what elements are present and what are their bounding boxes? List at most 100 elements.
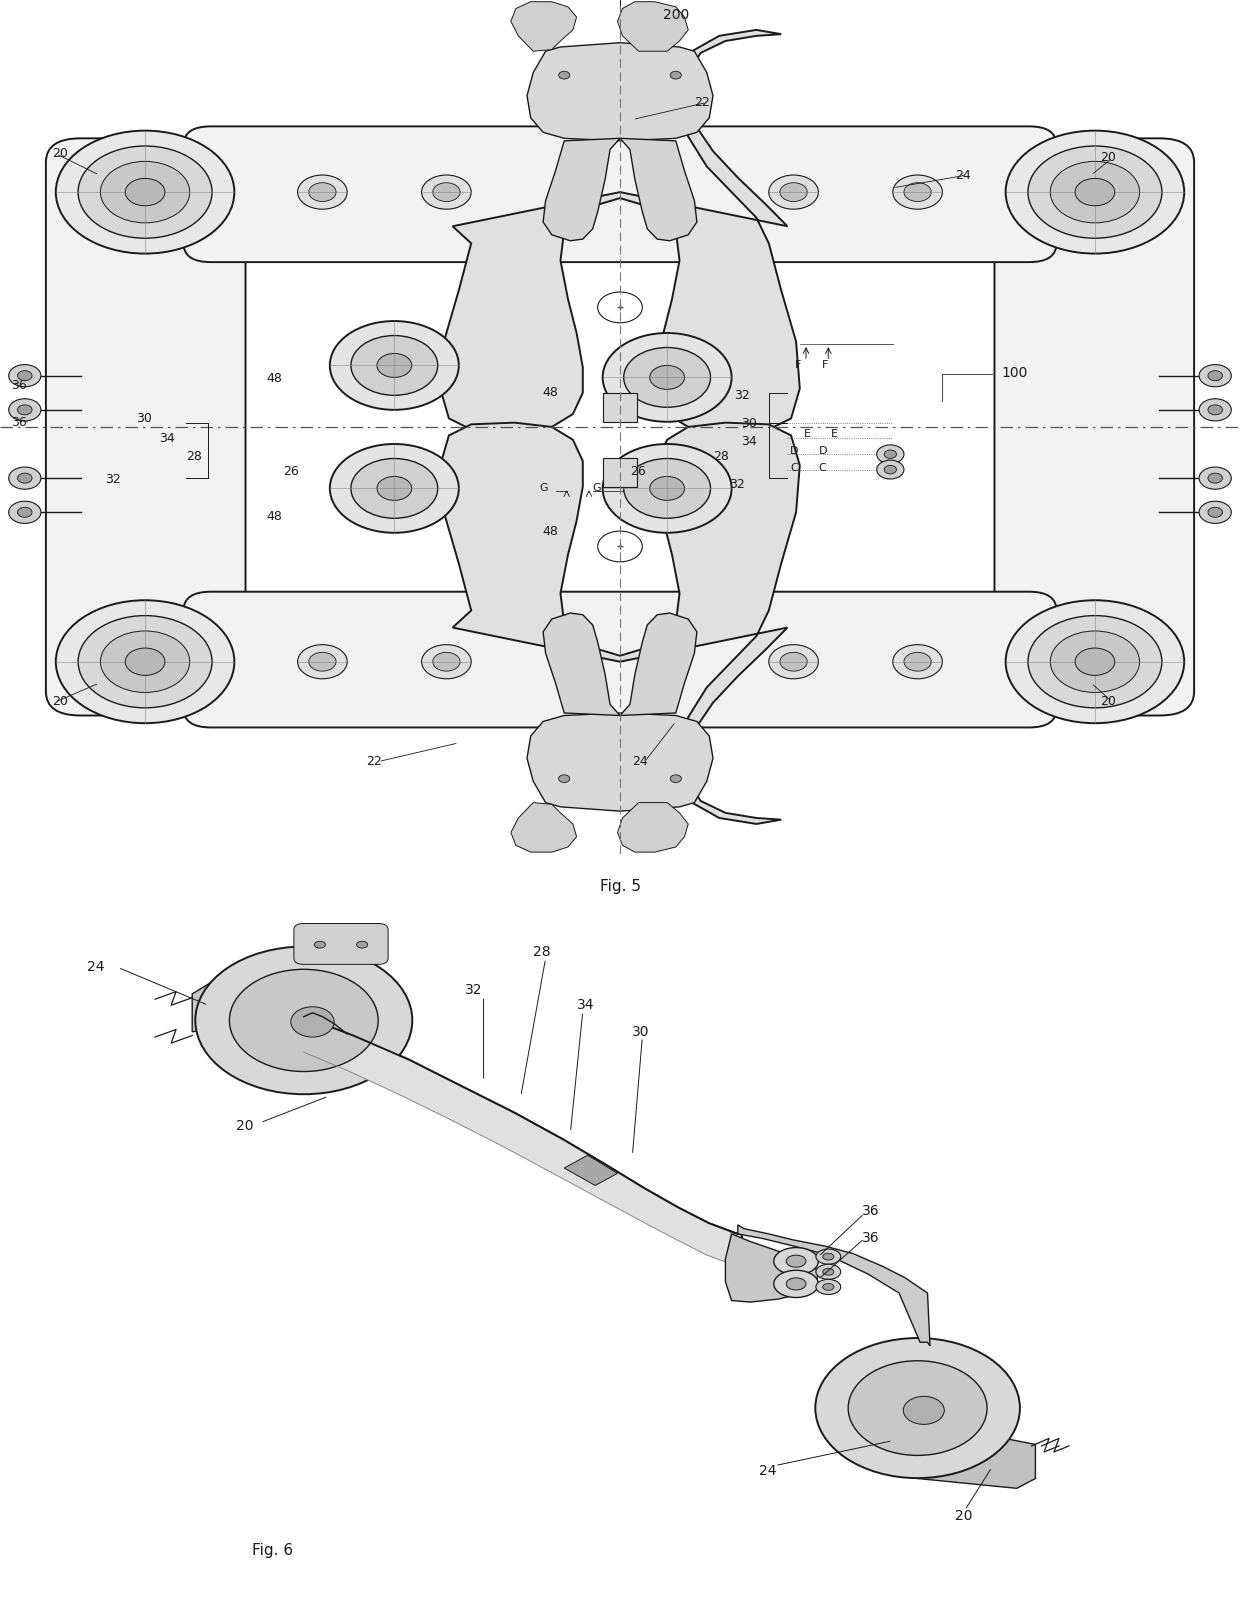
Text: 30: 30 bbox=[136, 412, 153, 425]
Circle shape bbox=[330, 445, 459, 533]
Circle shape bbox=[769, 644, 818, 678]
Circle shape bbox=[78, 147, 212, 238]
Circle shape bbox=[298, 176, 347, 209]
Circle shape bbox=[56, 130, 234, 253]
FancyBboxPatch shape bbox=[603, 393, 637, 422]
Circle shape bbox=[893, 644, 942, 678]
Circle shape bbox=[1075, 648, 1115, 675]
FancyBboxPatch shape bbox=[184, 126, 1056, 263]
Text: 28: 28 bbox=[713, 451, 729, 464]
Text: 32: 32 bbox=[734, 388, 750, 401]
Circle shape bbox=[17, 404, 32, 416]
Circle shape bbox=[780, 652, 807, 672]
Text: D: D bbox=[818, 446, 827, 456]
Text: 24: 24 bbox=[632, 756, 649, 768]
Ellipse shape bbox=[903, 1397, 945, 1424]
Circle shape bbox=[1028, 615, 1162, 707]
Text: E: E bbox=[804, 429, 811, 438]
Circle shape bbox=[9, 467, 41, 490]
Circle shape bbox=[350, 938, 374, 952]
Text: D: D bbox=[790, 446, 799, 456]
Text: 28: 28 bbox=[533, 946, 551, 959]
Circle shape bbox=[9, 400, 41, 420]
Polygon shape bbox=[725, 1234, 818, 1302]
Ellipse shape bbox=[290, 1007, 335, 1037]
Text: 20: 20 bbox=[52, 696, 68, 709]
Circle shape bbox=[1199, 501, 1231, 524]
Text: 20: 20 bbox=[1100, 151, 1116, 164]
Circle shape bbox=[603, 445, 732, 533]
Circle shape bbox=[663, 66, 688, 84]
Circle shape bbox=[351, 459, 438, 519]
Circle shape bbox=[822, 1284, 835, 1290]
Circle shape bbox=[538, 16, 548, 23]
Polygon shape bbox=[440, 422, 800, 823]
Ellipse shape bbox=[848, 1361, 987, 1455]
Circle shape bbox=[125, 648, 165, 675]
Circle shape bbox=[17, 474, 32, 483]
Polygon shape bbox=[304, 1017, 744, 1261]
Ellipse shape bbox=[816, 1339, 1021, 1479]
Circle shape bbox=[558, 775, 570, 783]
Text: E: E bbox=[831, 429, 838, 438]
Circle shape bbox=[1208, 474, 1223, 483]
Circle shape bbox=[1199, 364, 1231, 387]
Circle shape bbox=[17, 507, 32, 517]
Polygon shape bbox=[511, 2, 577, 52]
Text: 30: 30 bbox=[742, 417, 758, 430]
FancyBboxPatch shape bbox=[184, 591, 1056, 728]
Polygon shape bbox=[564, 1155, 618, 1186]
Circle shape bbox=[769, 176, 818, 209]
Polygon shape bbox=[543, 614, 697, 715]
Circle shape bbox=[774, 1269, 818, 1297]
Text: Fig. 6: Fig. 6 bbox=[252, 1543, 294, 1558]
Polygon shape bbox=[618, 802, 688, 852]
Text: 34: 34 bbox=[577, 999, 594, 1012]
Circle shape bbox=[650, 477, 684, 501]
Text: 26: 26 bbox=[283, 466, 299, 478]
Circle shape bbox=[532, 11, 554, 26]
Polygon shape bbox=[918, 1439, 1035, 1489]
FancyBboxPatch shape bbox=[994, 139, 1194, 715]
Text: G: G bbox=[539, 483, 548, 493]
Text: 24: 24 bbox=[759, 1464, 776, 1477]
Circle shape bbox=[298, 644, 347, 678]
Text: F: F bbox=[795, 361, 801, 371]
Circle shape bbox=[1208, 404, 1223, 416]
Circle shape bbox=[780, 182, 807, 201]
Circle shape bbox=[650, 366, 684, 390]
Circle shape bbox=[433, 652, 460, 672]
Circle shape bbox=[598, 292, 642, 322]
Text: 20: 20 bbox=[1100, 696, 1116, 709]
Circle shape bbox=[1028, 147, 1162, 238]
Text: 28: 28 bbox=[186, 451, 202, 464]
Circle shape bbox=[433, 182, 460, 201]
Text: 26: 26 bbox=[630, 466, 646, 478]
Circle shape bbox=[640, 828, 662, 843]
Circle shape bbox=[884, 466, 897, 474]
Circle shape bbox=[532, 828, 554, 843]
Circle shape bbox=[330, 321, 459, 409]
Polygon shape bbox=[618, 2, 688, 52]
FancyBboxPatch shape bbox=[46, 139, 246, 715]
Ellipse shape bbox=[229, 970, 378, 1071]
Text: 30: 30 bbox=[632, 1025, 650, 1039]
Text: G: G bbox=[593, 483, 601, 493]
Text: 22: 22 bbox=[366, 756, 382, 768]
Circle shape bbox=[1199, 400, 1231, 420]
Text: 20: 20 bbox=[955, 1510, 972, 1524]
Text: 20: 20 bbox=[236, 1120, 253, 1134]
Text: 48: 48 bbox=[542, 387, 558, 400]
Circle shape bbox=[816, 1249, 841, 1265]
Circle shape bbox=[1199, 467, 1231, 490]
Circle shape bbox=[603, 333, 732, 422]
Polygon shape bbox=[527, 42, 713, 140]
Text: 20: 20 bbox=[52, 147, 68, 159]
Text: 48: 48 bbox=[267, 511, 283, 524]
Circle shape bbox=[538, 831, 548, 838]
Text: 36: 36 bbox=[11, 416, 27, 429]
FancyBboxPatch shape bbox=[603, 458, 637, 487]
Circle shape bbox=[357, 941, 367, 949]
Polygon shape bbox=[738, 1224, 930, 1347]
Circle shape bbox=[558, 71, 570, 79]
